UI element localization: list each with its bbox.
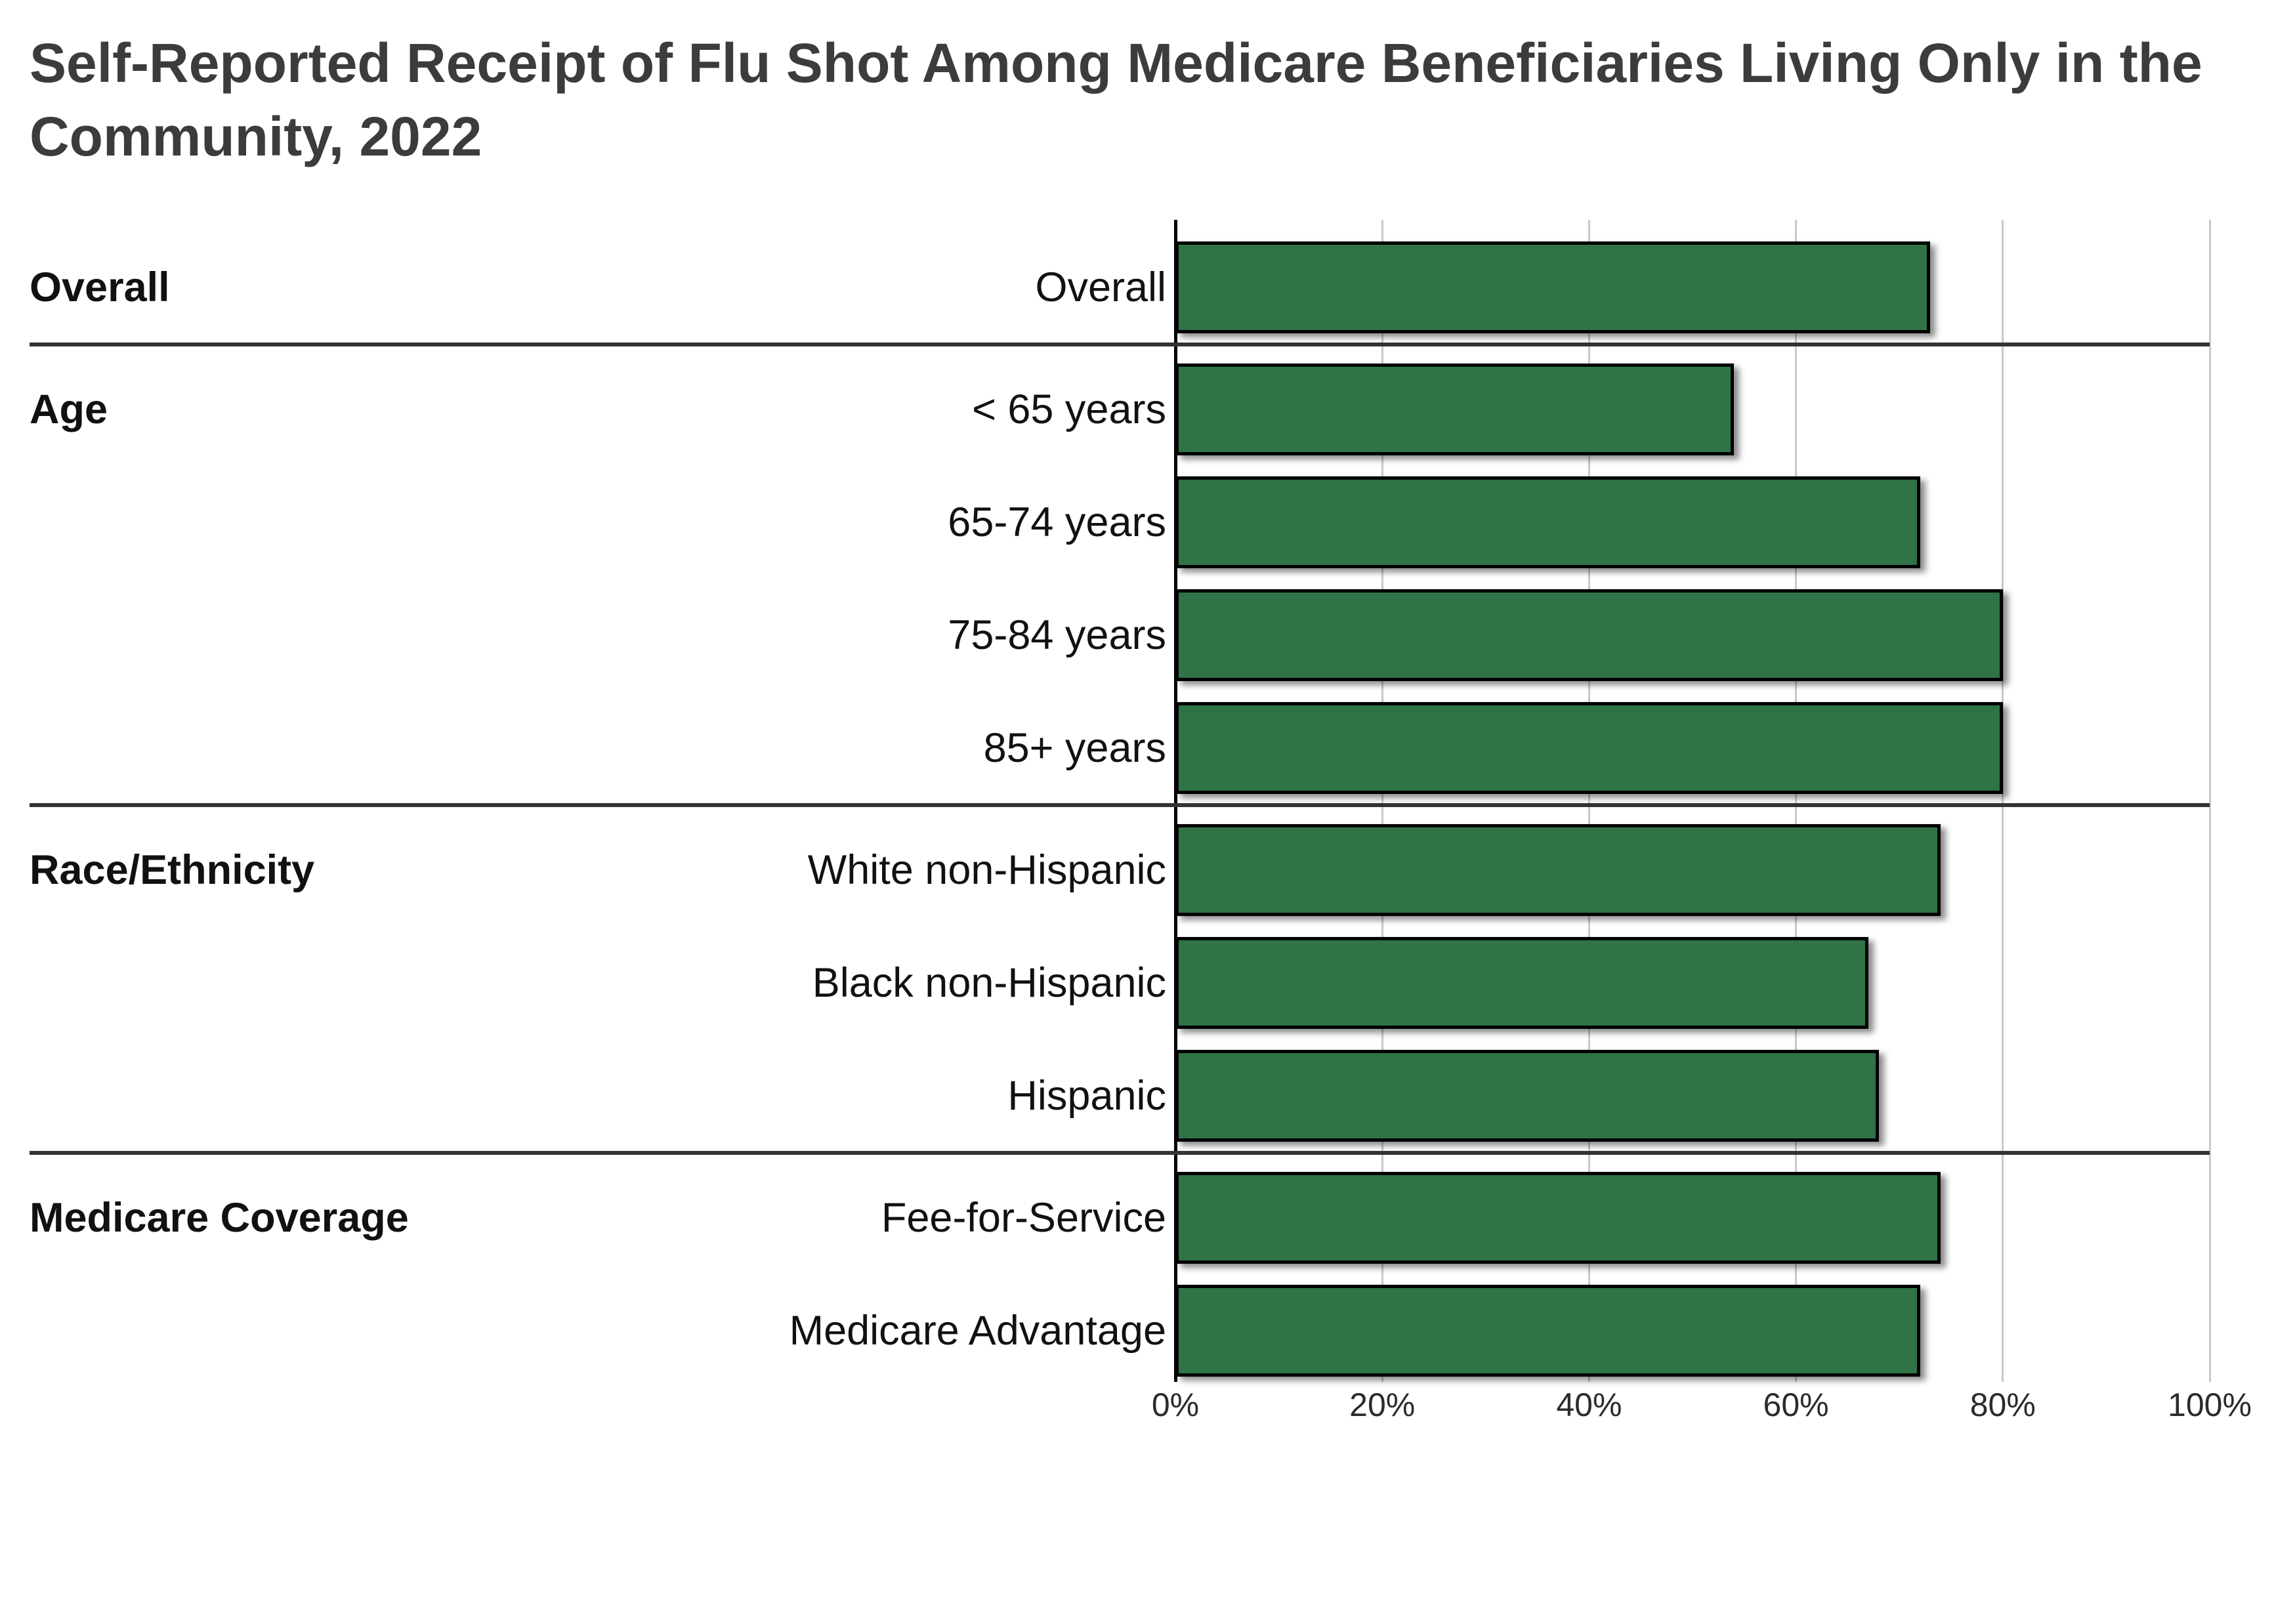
x-gridline	[2002, 220, 2004, 1382]
x-gridline	[1795, 220, 1798, 1382]
bar	[1175, 241, 1930, 333]
category-label: Black non-Hispanic	[812, 960, 1166, 1006]
x-tick-label: 100%	[2168, 1386, 2252, 1423]
bar	[1175, 824, 1941, 916]
x-gridline	[1381, 220, 1383, 1382]
category-label: Fee-for-Service	[881, 1195, 1166, 1241]
chart-title: Self-Reported Receipt of Flu Shot Among …	[30, 32, 2202, 167]
group-label: Age	[30, 386, 108, 432]
y-axis-line	[1173, 220, 1177, 1382]
x-tick-label: 20%	[1349, 1386, 1416, 1423]
group-label: Race/Ethnicity	[30, 847, 315, 893]
bar	[1175, 702, 2003, 794]
group-label: Medicare Coverage	[30, 1195, 409, 1241]
category-label: Overall	[1035, 264, 1166, 310]
section-divider	[30, 1151, 2210, 1155]
x-tick-label: 0%	[1151, 1386, 1200, 1423]
bar	[1175, 1050, 1879, 1142]
bar	[1175, 937, 1868, 1029]
section-divider	[30, 343, 2210, 346]
x-gridline	[2208, 220, 2211, 1382]
x-gridline	[1588, 220, 1590, 1382]
category-label: < 65 years	[972, 386, 1166, 432]
bar	[1175, 1172, 1941, 1264]
bar	[1175, 1285, 1920, 1377]
x-tick-label: 60%	[1763, 1386, 1829, 1423]
group-label: Overall	[30, 264, 170, 310]
category-label: 85+ years	[983, 725, 1166, 771]
bar	[1175, 589, 2003, 681]
category-label: 75-84 years	[948, 612, 1166, 658]
category-label: 65-74 years	[948, 499, 1166, 545]
category-label: Hispanic	[1007, 1073, 1166, 1119]
x-tick-label: 80%	[1969, 1386, 2036, 1423]
x-tick-label: 40%	[1556, 1386, 1622, 1423]
bar	[1175, 364, 1734, 455]
bar	[1175, 476, 1920, 568]
category-label: White non-Hispanic	[807, 847, 1166, 893]
category-label: Medicare Advantage	[789, 1308, 1166, 1354]
section-divider	[30, 803, 2210, 807]
